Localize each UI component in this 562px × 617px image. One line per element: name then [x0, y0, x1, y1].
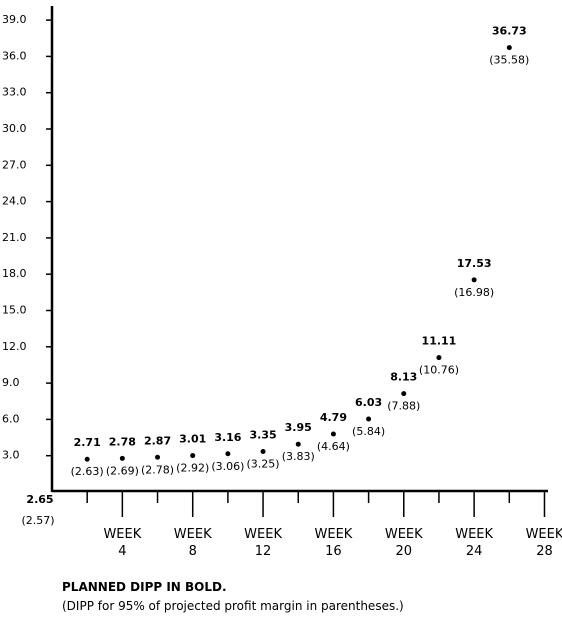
point	[190, 453, 196, 459]
y-tick-label: 9.0	[2, 376, 20, 389]
point	[366, 416, 372, 422]
data-label: 4.79	[320, 411, 347, 424]
y-tick-label: 30.0	[2, 122, 27, 135]
x-tick-label: WEEK 12	[244, 527, 282, 559]
data-label: (2.69)	[106, 464, 139, 477]
data-label: (2.57)	[21, 514, 54, 527]
data-label: 3.16	[214, 431, 241, 444]
y-tick-label: 24.0	[2, 195, 27, 208]
point	[295, 441, 301, 447]
y-tick-label: 12.0	[2, 340, 27, 353]
point	[260, 448, 266, 454]
y-tick-label: 3.0	[2, 449, 20, 462]
data-label: (3.25)	[247, 457, 280, 470]
data-label: (7.88)	[387, 400, 420, 413]
data-label: 8.13	[390, 371, 417, 384]
point	[471, 277, 477, 283]
point	[436, 355, 442, 361]
data-label: (5.84)	[352, 425, 385, 438]
point	[330, 431, 336, 437]
y-tick-label: 27.0	[2, 158, 27, 171]
data-label: 2.71	[74, 436, 101, 449]
point	[401, 391, 407, 397]
data-label: (3.06)	[211, 460, 244, 473]
note: PLANNED DIPP IN BOLD.	[62, 580, 227, 594]
x-tick-label: WEEK 20	[384, 527, 423, 559]
data-label: (2.92)	[176, 462, 209, 475]
data-label: 3.95	[285, 421, 312, 434]
x-tick-label: WEEK 24	[455, 527, 494, 559]
data-label: (10.76)	[419, 364, 459, 377]
data-label: 36.73	[492, 25, 527, 38]
data-label: (2.78)	[141, 463, 174, 476]
y-tick-label: 6.0	[2, 412, 20, 425]
data-label: 2.87	[144, 434, 171, 447]
x-tick-label: WEEK 8	[173, 527, 212, 559]
data-label: 17.53	[457, 257, 492, 270]
x-tick-label: WEEK 28	[525, 527, 562, 559]
data-label: 2.65	[26, 493, 53, 506]
y-tick-label: 15.0	[2, 304, 27, 317]
y-tick-label: 33.0	[2, 86, 27, 99]
data-label: 3.35	[249, 428, 276, 441]
data-label: (4.64)	[317, 440, 350, 453]
data-label: (16.98)	[454, 286, 494, 299]
point	[225, 451, 231, 457]
data-label: (2.63)	[71, 465, 104, 478]
y-tick-label: 39.0	[2, 13, 27, 26]
point	[84, 456, 90, 462]
y-tick-label: 21.0	[2, 231, 27, 244]
data-label: 3.01	[179, 433, 206, 446]
note: (DIPP for 95% of projected profit margin…	[62, 599, 404, 613]
y-tick-label: 18.0	[2, 267, 27, 280]
x-tick-label: WEEK 16	[314, 527, 353, 559]
data-label: 6.03	[355, 396, 382, 409]
point	[119, 455, 125, 461]
data-label: (3.83)	[282, 450, 315, 463]
x-tick-label: WEEK 4	[103, 527, 142, 559]
data-label: (35.58)	[489, 54, 529, 67]
data-label: 11.11	[422, 335, 457, 348]
point	[155, 454, 161, 460]
point	[506, 45, 512, 51]
data-label: 2.78	[109, 435, 136, 448]
y-tick-label: 36.0	[2, 49, 27, 62]
